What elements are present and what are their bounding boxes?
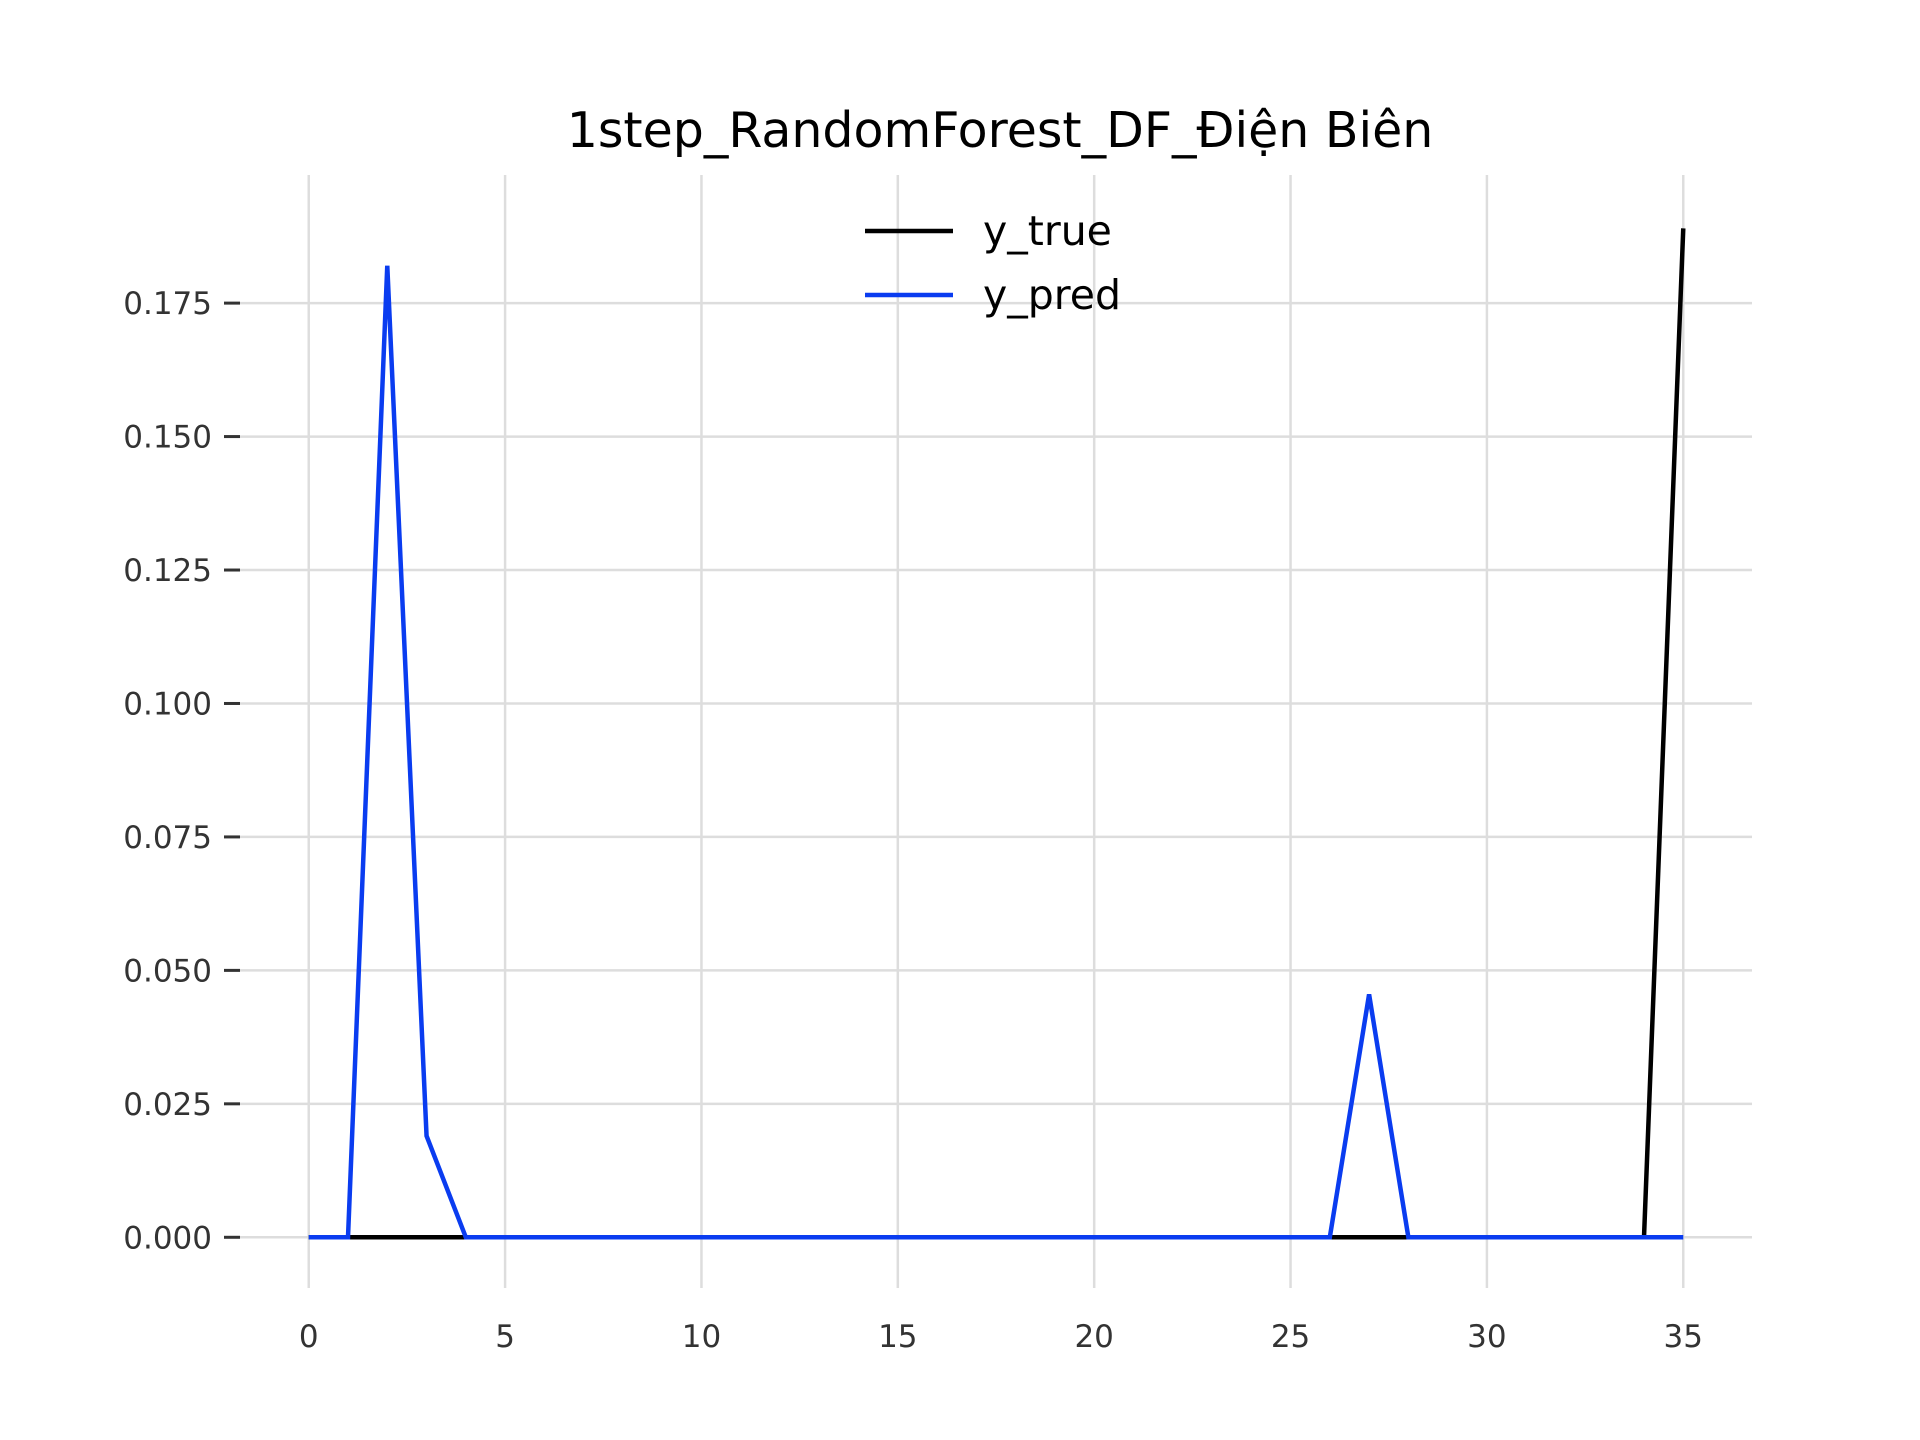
y-tick-label: 0.100 xyxy=(123,686,212,722)
x-tick-label: 25 xyxy=(1271,1319,1310,1355)
x-tick-label: 0 xyxy=(299,1319,319,1355)
y-tick-label: 0.000 xyxy=(123,1220,212,1256)
y-tick-label: 0.075 xyxy=(123,820,212,856)
x-tick-label: 20 xyxy=(1074,1319,1113,1355)
x-axis-ticks: 0 5 10 15 20 25 30 35 xyxy=(299,1319,1703,1355)
x-tick-label: 10 xyxy=(682,1319,721,1355)
y-axis-ticks: 0.000 0.025 0.050 0.075 0.100 0.125 0.150 0.175 xyxy=(123,286,240,1256)
legend-label-y-true: y_true xyxy=(983,207,1112,255)
legend: y_true y_pred xyxy=(865,207,1121,319)
series-line-y-pred xyxy=(308,265,1684,1240)
horizontal-grid-lines xyxy=(240,301,1752,1239)
series-layer xyxy=(308,228,1686,1240)
chart-title: 1step_RandomForest_DF_Điện Biên xyxy=(567,102,1434,159)
x-tick-label: 30 xyxy=(1467,1319,1506,1355)
vertical-grid-lines xyxy=(307,175,1685,1288)
y-tick-label: 0.150 xyxy=(123,420,212,456)
x-tick-label: 5 xyxy=(495,1319,515,1355)
y-tick-label: 0.025 xyxy=(123,1087,212,1123)
y-tick-label: 0.125 xyxy=(123,553,212,589)
series-line-y-true xyxy=(308,228,1686,1240)
x-tick-label: 35 xyxy=(1664,1319,1703,1355)
legend-label-y-pred: y_pred xyxy=(983,271,1121,319)
y-tick-label: 0.175 xyxy=(123,286,212,322)
x-tick-label: 15 xyxy=(878,1319,917,1355)
y-tick-label: 0.050 xyxy=(123,953,212,989)
